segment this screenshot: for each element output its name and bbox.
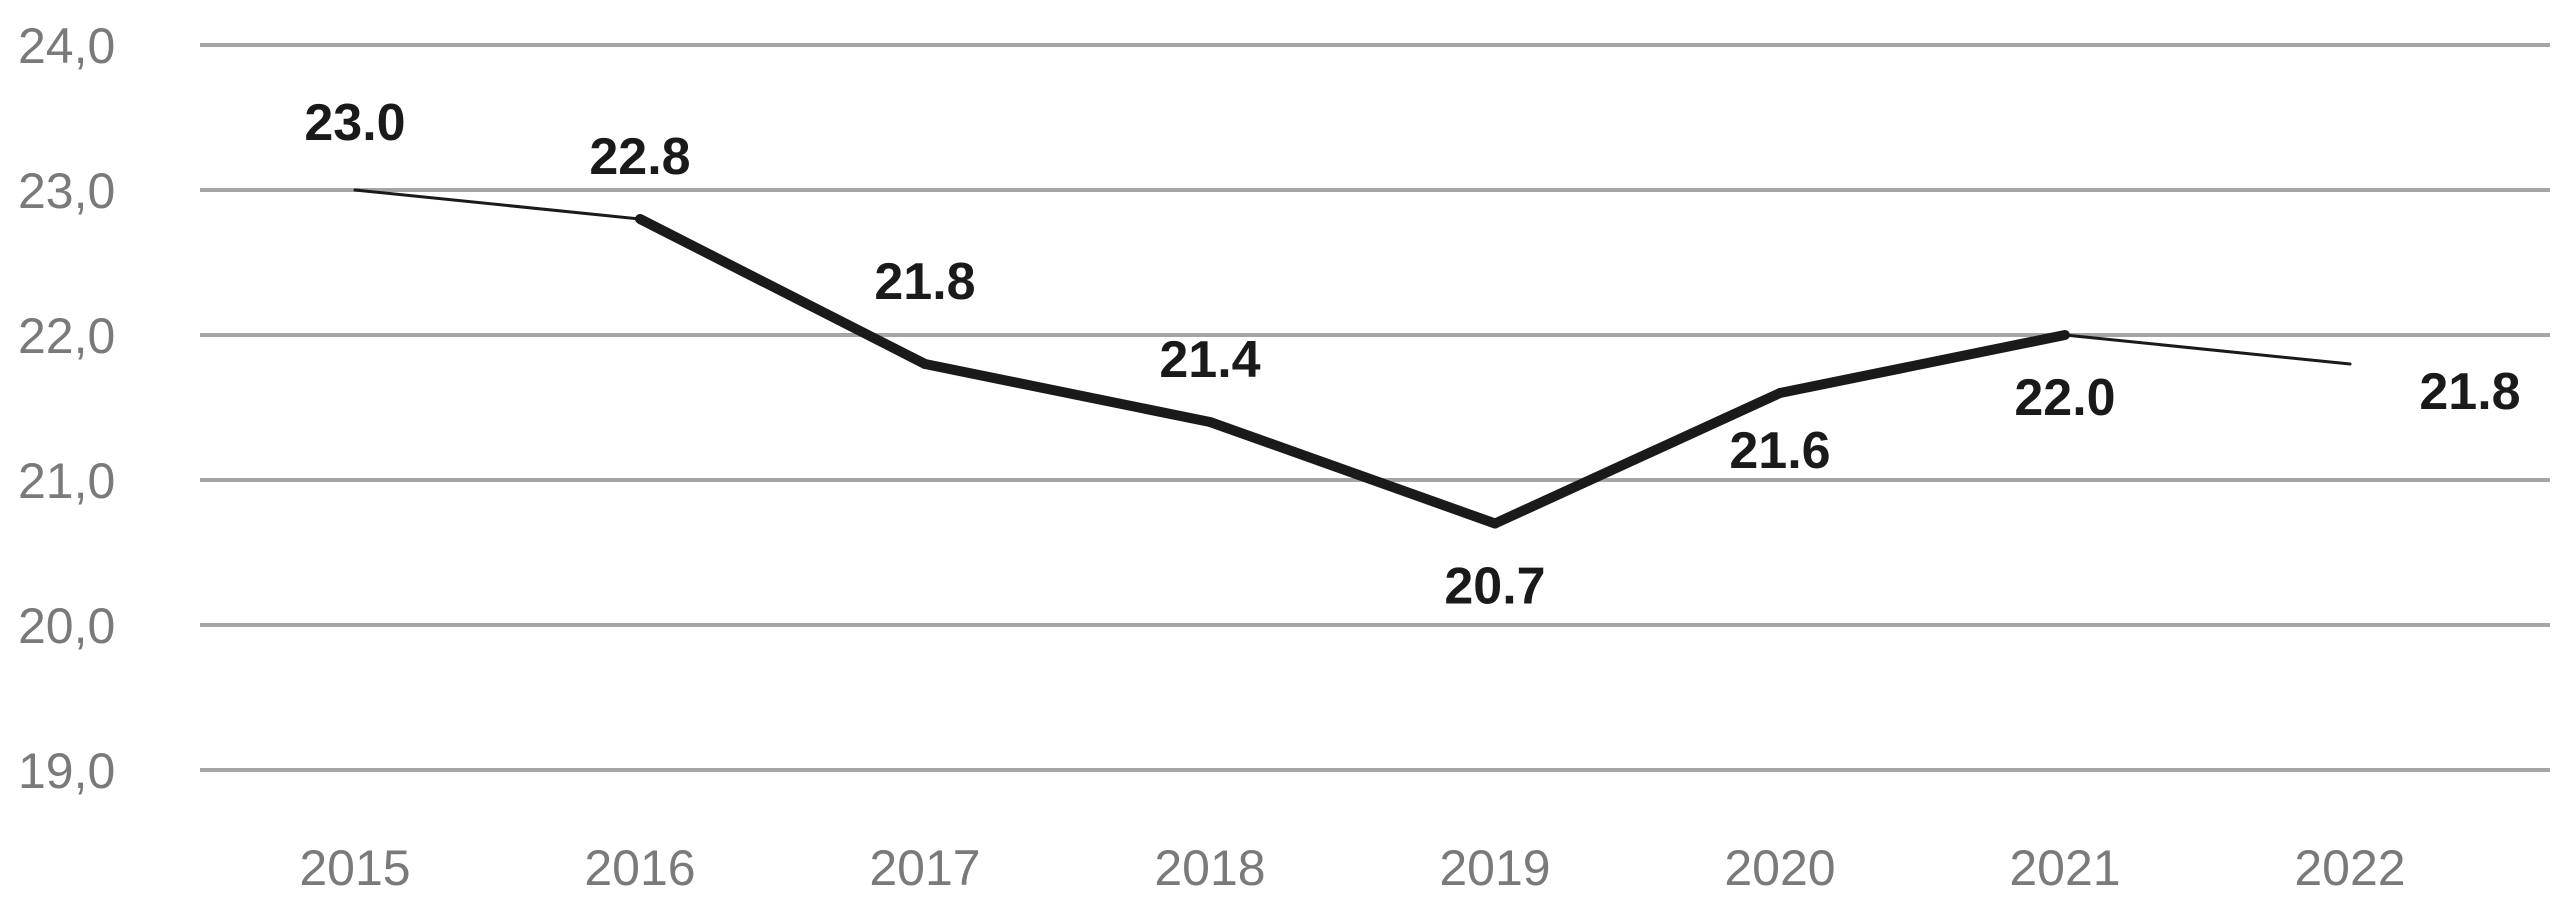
data-label: 21.6 bbox=[1729, 422, 1830, 480]
data-label: 22.8 bbox=[589, 128, 690, 186]
x-tick-label: 2018 bbox=[1154, 840, 1265, 896]
x-tick-label: 2021 bbox=[2009, 840, 2120, 896]
data-label: 23.0 bbox=[304, 94, 405, 152]
y-tick-label: 24,0 bbox=[18, 18, 115, 74]
x-tick-label: 2019 bbox=[1439, 840, 1550, 896]
y-tick-label: 23,0 bbox=[18, 163, 115, 219]
y-tick-label: 22,0 bbox=[18, 308, 115, 364]
series-segment bbox=[353, 188, 642, 221]
series-line bbox=[353, 188, 2352, 529]
data-label: 21.8 bbox=[874, 253, 975, 311]
x-tick-label: 2015 bbox=[299, 840, 410, 896]
series-segment bbox=[1775, 330, 2070, 398]
data-label: 22.0 bbox=[2014, 369, 2115, 427]
data-label: 21.8 bbox=[2419, 363, 2520, 421]
x-tick-label: 2020 bbox=[1724, 840, 1835, 896]
x-tick-label: 2017 bbox=[869, 840, 980, 896]
x-axis-ticks: 2015 2016 2017 2018 2019 2020 2021 2022 bbox=[299, 840, 2405, 896]
gridlines bbox=[200, 43, 2550, 772]
y-tick-label: 20,0 bbox=[18, 598, 115, 654]
x-tick-label: 2022 bbox=[2294, 840, 2405, 896]
series-segment bbox=[1205, 417, 1500, 529]
series-segment bbox=[920, 359, 1215, 427]
x-tick-label: 2016 bbox=[584, 840, 695, 896]
series-segment bbox=[2063, 333, 2352, 366]
y-tick-label: 19,0 bbox=[18, 743, 115, 799]
data-label: 21.4 bbox=[1159, 331, 1260, 389]
series-segment bbox=[1490, 388, 1785, 529]
series-segment bbox=[635, 214, 930, 369]
data-label: 20.7 bbox=[1444, 558, 1545, 616]
data-labels: 23.0 22.8 21.8 21.4 20.7 21.6 22.0 21.8 bbox=[304, 94, 2520, 616]
y-axis-ticks: 19,0 20,0 21,0 22,0 23,0 24,0 bbox=[18, 18, 115, 799]
y-tick-label: 21,0 bbox=[18, 453, 115, 509]
